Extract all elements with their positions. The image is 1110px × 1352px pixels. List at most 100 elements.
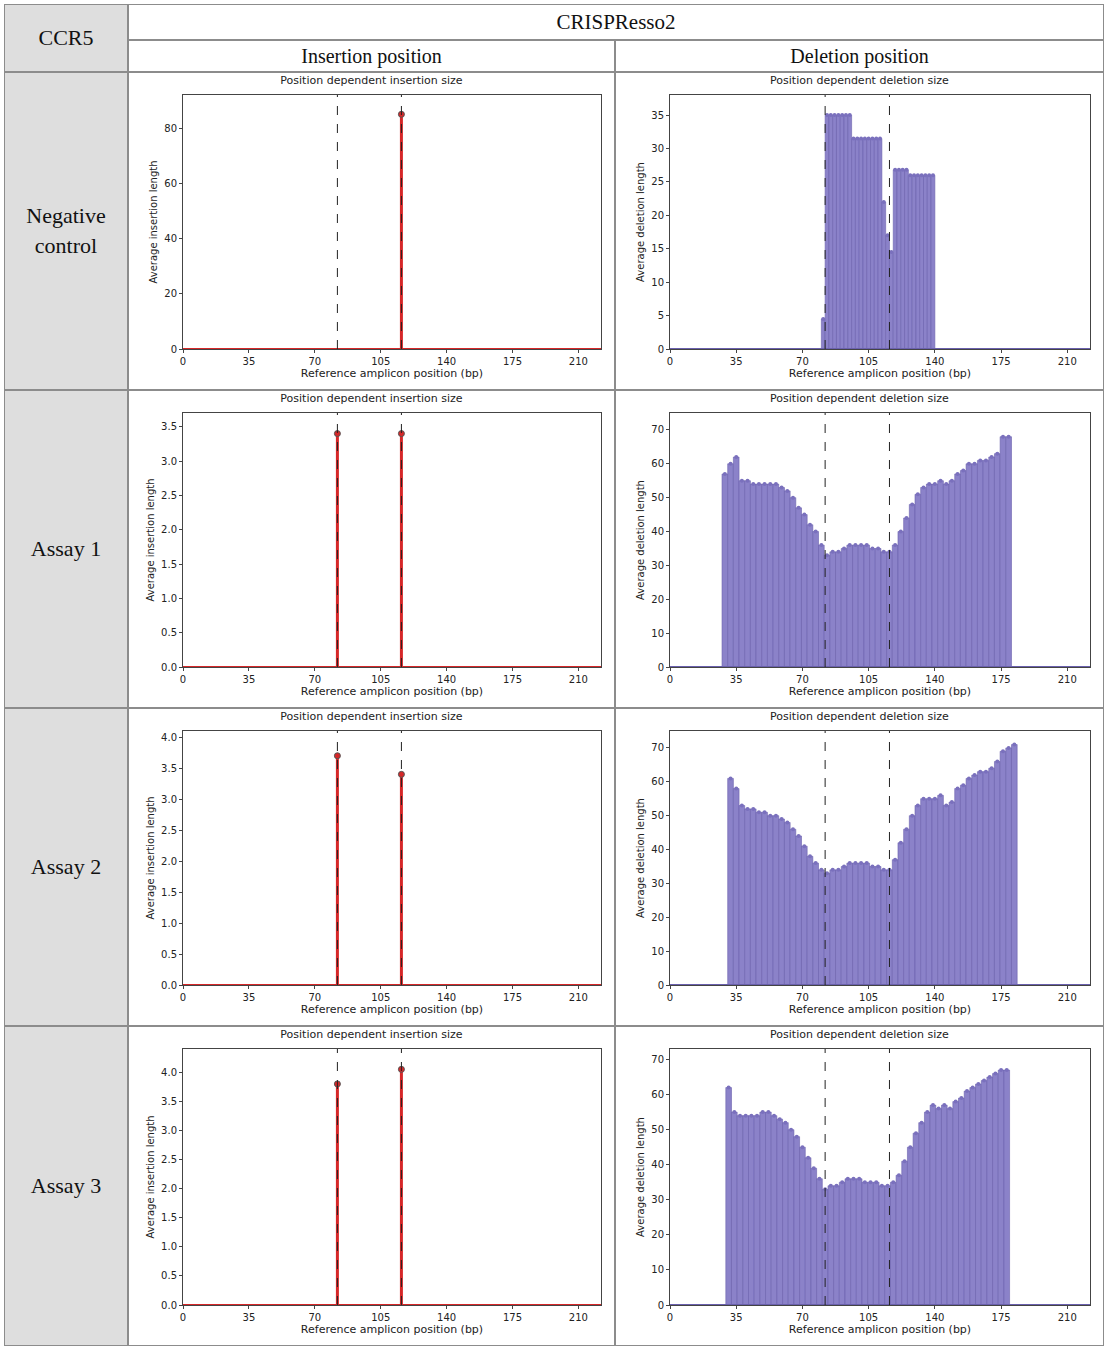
svg-text:0.5: 0.5 <box>161 1270 177 1281</box>
svg-text:210: 210 <box>1058 1312 1077 1323</box>
svg-text:0: 0 <box>658 662 664 673</box>
svg-text:0: 0 <box>658 980 664 991</box>
svg-text:175: 175 <box>503 356 522 367</box>
svg-text:70: 70 <box>651 742 664 753</box>
svg-text:2.5: 2.5 <box>161 825 177 836</box>
svg-text:175: 175 <box>503 992 522 1003</box>
svg-text:10: 10 <box>651 1264 664 1275</box>
svg-text:40: 40 <box>651 526 664 537</box>
svg-text:3.0: 3.0 <box>161 456 177 467</box>
svg-text:1.5: 1.5 <box>161 887 177 898</box>
svg-text:Position dependent deletion si: Position dependent deletion size <box>770 75 949 87</box>
svg-text:Position dependent deletion si: Position dependent deletion size <box>770 1029 949 1041</box>
svg-text:Average deletion length: Average deletion length <box>635 798 646 918</box>
svg-text:15: 15 <box>651 243 664 254</box>
svg-text:2.5: 2.5 <box>161 1154 177 1165</box>
svg-text:175: 175 <box>503 674 522 685</box>
svg-text:210: 210 <box>1058 992 1077 1003</box>
svg-text:70: 70 <box>308 1312 321 1323</box>
svg-text:3.5: 3.5 <box>161 763 177 774</box>
svg-text:0.5: 0.5 <box>161 949 177 960</box>
svg-text:0.0: 0.0 <box>161 980 177 991</box>
svg-text:175: 175 <box>992 356 1011 367</box>
svg-text:140: 140 <box>437 674 456 685</box>
svg-text:80: 80 <box>164 123 177 134</box>
svg-text:0: 0 <box>667 356 673 367</box>
svg-text:0: 0 <box>171 344 177 355</box>
svg-text:140: 140 <box>925 1312 944 1323</box>
svg-text:Reference amplicon position (b: Reference amplicon position (bp) <box>301 367 483 380</box>
svg-text:50: 50 <box>651 810 664 821</box>
svg-text:10: 10 <box>651 946 664 957</box>
svg-text:0: 0 <box>180 992 186 1003</box>
svg-text:Average insertion length: Average insertion length <box>148 160 159 283</box>
svg-text:35: 35 <box>243 992 256 1003</box>
svg-text:Position dependent deletion si: Position dependent deletion size <box>770 711 949 723</box>
svg-text:2.5: 2.5 <box>161 490 177 501</box>
svg-text:0.5: 0.5 <box>161 627 177 638</box>
svg-text:50: 50 <box>651 1124 664 1135</box>
svg-text:4.0: 4.0 <box>161 732 177 743</box>
svg-text:140: 140 <box>925 992 944 1003</box>
svg-text:20: 20 <box>651 1229 664 1240</box>
svg-text:30: 30 <box>651 143 664 154</box>
svg-text:175: 175 <box>992 1312 1011 1323</box>
svg-text:3.0: 3.0 <box>161 1125 177 1136</box>
svg-text:Reference amplicon position (b: Reference amplicon position (bp) <box>301 1003 483 1016</box>
svg-text:30: 30 <box>651 878 664 889</box>
svg-text:Average insertion length: Average insertion length <box>145 1115 156 1238</box>
svg-text:3.5: 3.5 <box>161 1096 177 1107</box>
svg-text:60: 60 <box>164 178 177 189</box>
svg-text:0: 0 <box>180 356 186 367</box>
svg-text:105: 105 <box>859 674 878 685</box>
svg-text:Position dependent insertion s: Position dependent insertion size <box>280 393 463 405</box>
svg-text:175: 175 <box>992 992 1011 1003</box>
svg-text:210: 210 <box>569 1312 588 1323</box>
svg-text:140: 140 <box>437 356 456 367</box>
svg-text:60: 60 <box>651 776 664 787</box>
svg-text:2.0: 2.0 <box>161 524 177 535</box>
svg-text:20: 20 <box>651 912 664 923</box>
svg-text:Position dependent insertion s: Position dependent insertion size <box>280 711 463 723</box>
svg-text:35: 35 <box>651 110 664 121</box>
svg-text:105: 105 <box>371 992 390 1003</box>
svg-text:3.0: 3.0 <box>161 794 177 805</box>
svg-text:50: 50 <box>651 492 664 503</box>
svg-text:0: 0 <box>658 344 664 355</box>
svg-text:Reference amplicon position (b: Reference amplicon position (bp) <box>789 685 971 698</box>
svg-text:35: 35 <box>730 356 743 367</box>
svg-text:0.0: 0.0 <box>161 662 177 673</box>
svg-text:70: 70 <box>796 674 809 685</box>
svg-text:105: 105 <box>371 356 390 367</box>
svg-text:70: 70 <box>651 1054 664 1065</box>
svg-text:0: 0 <box>667 1312 673 1323</box>
svg-text:1.0: 1.0 <box>161 593 177 604</box>
svg-text:60: 60 <box>651 1089 664 1100</box>
svg-text:210: 210 <box>569 356 588 367</box>
svg-text:5: 5 <box>658 310 664 321</box>
svg-text:Reference amplicon position (b: Reference amplicon position (bp) <box>789 1003 971 1016</box>
svg-text:20: 20 <box>164 288 177 299</box>
svg-text:1.0: 1.0 <box>161 1241 177 1252</box>
svg-text:3.5: 3.5 <box>161 421 177 432</box>
svg-text:40: 40 <box>651 1159 664 1170</box>
svg-text:2.0: 2.0 <box>161 856 177 867</box>
svg-text:35: 35 <box>730 1312 743 1323</box>
svg-text:25: 25 <box>651 176 664 187</box>
svg-text:Average deletion length: Average deletion length <box>635 480 646 600</box>
svg-text:35: 35 <box>243 356 256 367</box>
svg-text:70: 70 <box>796 992 809 1003</box>
svg-text:105: 105 <box>859 1312 878 1323</box>
svg-text:Position dependent insertion s: Position dependent insertion size <box>280 75 463 87</box>
svg-text:70: 70 <box>308 674 321 685</box>
svg-text:105: 105 <box>371 1312 390 1323</box>
svg-text:10: 10 <box>651 628 664 639</box>
svg-text:10: 10 <box>651 277 664 288</box>
svg-text:210: 210 <box>1058 674 1077 685</box>
svg-text:Average deletion length: Average deletion length <box>635 1117 646 1237</box>
svg-text:105: 105 <box>859 356 878 367</box>
svg-text:175: 175 <box>992 674 1011 685</box>
svg-text:Average insertion length: Average insertion length <box>145 478 156 601</box>
svg-text:Position dependent deletion si: Position dependent deletion size <box>770 393 949 405</box>
svg-text:0.0: 0.0 <box>161 1300 177 1311</box>
